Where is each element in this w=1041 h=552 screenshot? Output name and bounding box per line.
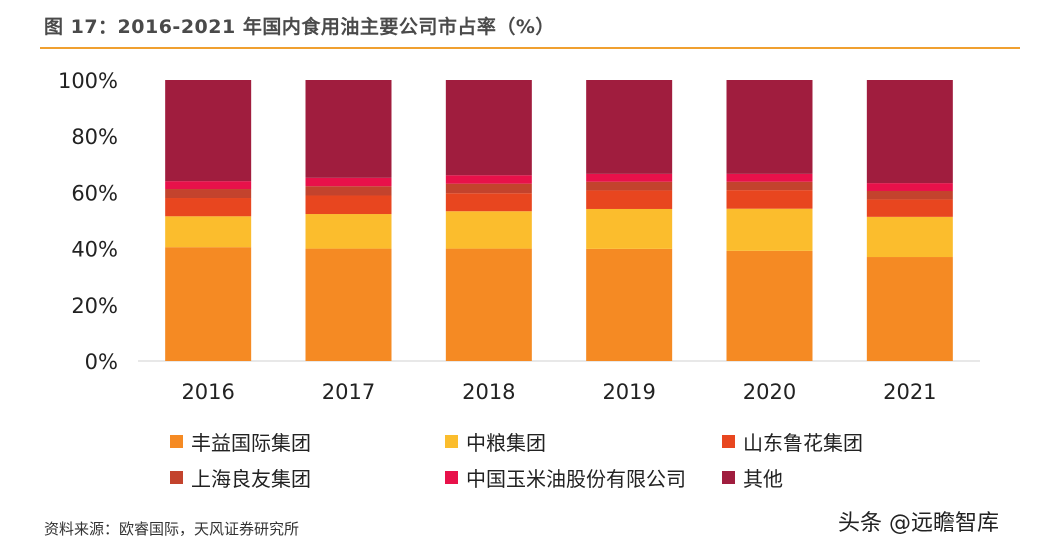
y-tick-label: 60% <box>71 181 118 205</box>
legend-label: 丰益国际集团 <box>191 430 311 455</box>
y-tick-label: 80% <box>71 125 118 149</box>
bar-segment-2016-1 <box>165 216 252 248</box>
bar-segment-2016-0 <box>165 247 252 361</box>
bar-segment-2021-2 <box>866 199 953 217</box>
legend-swatch <box>445 434 458 448</box>
bar-segment-2020-4 <box>726 173 813 182</box>
legend-item: 中国玉米油股份有限公司 <box>445 464 686 491</box>
bar-segment-2017-1 <box>305 214 392 249</box>
bar-segment-2016-5 <box>165 80 252 182</box>
bar-segment-2017-3 <box>305 186 392 196</box>
x-tick-label: 2018 <box>462 380 515 404</box>
bar-segment-2017-0 <box>305 248 392 361</box>
legend-label: 中粮集团 <box>466 430 546 455</box>
bar-segment-2020-3 <box>726 181 813 191</box>
bar-segment-2018-1 <box>445 211 532 249</box>
bar-segment-2019-2 <box>586 190 673 209</box>
source-note: 资料来源：欧睿国际，天风证券研究所 <box>44 520 300 538</box>
bar-segment-2021-5 <box>866 80 953 184</box>
bar-segment-2018-3 <box>445 183 532 194</box>
legend-label: 上海良友集团 <box>191 466 311 491</box>
bar-segment-2020-0 <box>726 250 813 361</box>
bar-segment-2021-1 <box>866 216 953 258</box>
bar-segment-2020-1 <box>726 208 813 251</box>
bar-segment-2016-2 <box>165 198 252 217</box>
bar-segment-2019-5 <box>586 80 673 174</box>
legend-swatch <box>170 434 183 448</box>
bar-segment-2017-5 <box>305 80 392 178</box>
bar-segment-2016-4 <box>165 181 252 190</box>
y-tick-label: 100% <box>58 69 118 93</box>
bar-segment-2019-4 <box>586 173 673 182</box>
bar-segment-2021-0 <box>866 257 953 361</box>
legend-label: 山东鲁花集团 <box>743 430 863 455</box>
x-tick-label: 2017 <box>322 380 375 404</box>
legend-swatch <box>170 470 183 484</box>
legend-item: 山东鲁花集团 <box>722 428 863 455</box>
y-tick-label: 0% <box>85 350 118 374</box>
x-tick-label: 2020 <box>743 380 796 404</box>
legend-item: 丰益国际集团 <box>170 428 311 455</box>
bar-segment-2019-3 <box>586 181 673 191</box>
legend-label: 中国玉米油股份有限公司 <box>466 466 686 491</box>
bar-segment-2021-3 <box>866 190 953 200</box>
x-tick-label: 2016 <box>181 380 234 404</box>
legend-swatch <box>445 470 458 484</box>
bar-segment-2016-3 <box>165 189 252 199</box>
y-tick-label: 20% <box>71 294 118 318</box>
legend-swatch <box>722 434 735 448</box>
watermark: 头条 @远瞻智库 <box>838 511 999 536</box>
bar-segment-2019-0 <box>586 248 673 361</box>
bar-segment-2019-1 <box>586 208 673 249</box>
bar-segment-2018-2 <box>445 193 532 212</box>
legend-swatch <box>722 470 735 484</box>
bar-segment-2018-5 <box>445 80 532 176</box>
title-divider <box>40 47 1020 49</box>
x-tick-label: 2021 <box>883 380 936 404</box>
x-tick-label: 2019 <box>602 380 655 404</box>
legend-label: 其他 <box>743 466 783 491</box>
chart-title: 图 17：2016-2021 年国内食用油主要公司市占率（%） <box>44 16 555 38</box>
bar-segment-2018-0 <box>445 248 532 361</box>
bar-segment-2018-4 <box>445 175 532 184</box>
legend-item: 其他 <box>722 464 783 491</box>
bar-segment-2017-2 <box>305 195 392 215</box>
y-tick-label: 40% <box>71 238 118 262</box>
legend-item: 上海良友集团 <box>170 464 311 491</box>
bar-segment-2021-4 <box>866 183 953 191</box>
bar-segment-2020-5 <box>726 80 813 174</box>
legend-item: 中粮集团 <box>445 428 546 455</box>
bar-segment-2020-2 <box>726 190 813 209</box>
bar-segment-2017-4 <box>305 177 392 187</box>
